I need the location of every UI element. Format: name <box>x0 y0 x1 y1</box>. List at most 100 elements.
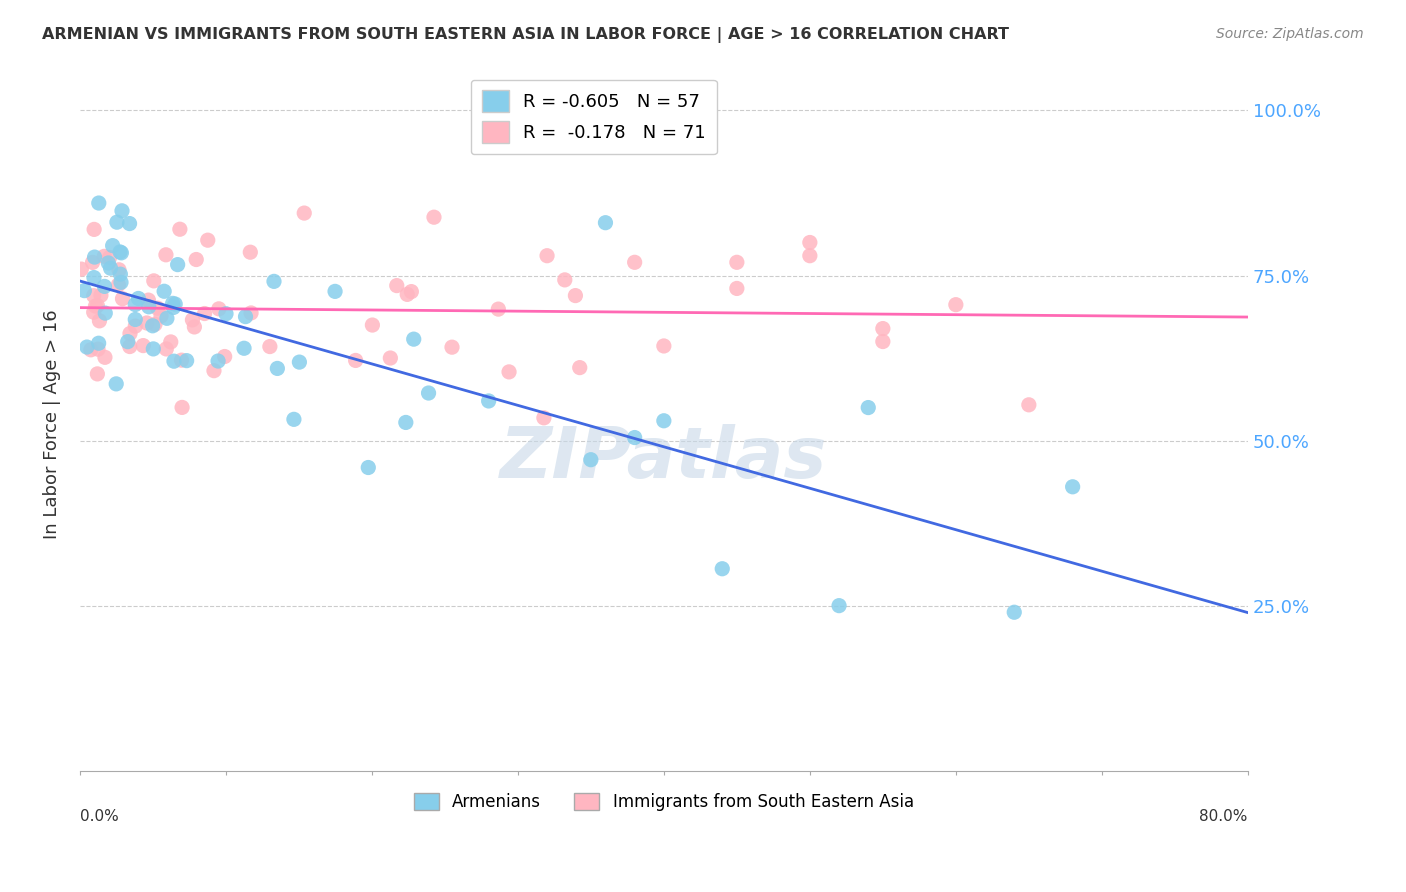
Point <box>93 249 115 263</box>
Point <box>153 285 176 299</box>
Point <box>155 342 177 356</box>
Point <box>150 309 173 323</box>
Point <box>163 354 186 368</box>
Point <box>208 301 231 316</box>
Point <box>554 273 576 287</box>
Point <box>98 251 121 265</box>
Text: 80.0%: 80.0% <box>1199 809 1249 824</box>
Point <box>233 341 256 355</box>
Point <box>183 320 205 334</box>
Point <box>86 367 108 381</box>
Point <box>361 318 384 332</box>
Point <box>193 306 215 320</box>
Point <box>118 339 141 353</box>
Point <box>83 250 105 264</box>
Point <box>440 340 463 354</box>
Point <box>1002 605 1025 619</box>
Point <box>83 288 105 302</box>
Point <box>1018 398 1040 412</box>
Point <box>117 334 139 349</box>
Point <box>828 599 851 613</box>
Point <box>76 340 98 354</box>
Point <box>89 314 111 328</box>
Point <box>401 285 423 299</box>
Point <box>108 262 131 277</box>
Point <box>283 412 305 426</box>
Point <box>536 249 558 263</box>
Point <box>402 332 425 346</box>
Point <box>90 288 112 302</box>
Text: Source: ZipAtlas.com: Source: ZipAtlas.com <box>1216 27 1364 41</box>
Point <box>87 196 110 211</box>
Point <box>344 353 367 368</box>
Point <box>142 318 165 333</box>
Point <box>235 310 257 324</box>
Point <box>110 245 132 260</box>
Point <box>240 306 263 320</box>
Point <box>111 203 134 218</box>
Point <box>202 364 225 378</box>
Point <box>101 238 124 252</box>
Point <box>418 386 440 401</box>
Point <box>80 343 103 357</box>
Point <box>486 302 509 317</box>
Point <box>94 306 117 320</box>
Point <box>138 300 160 314</box>
Point <box>156 311 179 326</box>
Point <box>166 258 188 272</box>
Point <box>263 274 285 288</box>
Point <box>385 278 408 293</box>
Point <box>170 353 193 368</box>
Point <box>84 299 107 313</box>
Point <box>97 256 120 270</box>
Point <box>143 318 166 332</box>
Point <box>1062 480 1084 494</box>
Point <box>288 355 311 369</box>
Point <box>70 262 93 277</box>
Point <box>159 334 181 349</box>
Point <box>83 305 105 319</box>
Point <box>323 285 346 299</box>
Point <box>711 562 734 576</box>
Point <box>423 210 446 224</box>
Point <box>380 351 402 365</box>
Point <box>124 297 146 311</box>
Text: ARMENIAN VS IMMIGRANTS FROM SOUTH EASTERN ASIA IN LABOR FORCE | AGE > 16 CORRELA: ARMENIAN VS IMMIGRANTS FROM SOUTH EASTER… <box>42 27 1010 43</box>
Point <box>110 267 132 281</box>
Point <box>181 313 204 327</box>
Point <box>105 215 128 229</box>
Point <box>945 298 967 312</box>
Point <box>172 401 194 415</box>
Point <box>142 342 165 356</box>
Point <box>108 244 131 259</box>
Point <box>107 277 129 292</box>
Point <box>568 360 591 375</box>
Point <box>118 326 141 341</box>
Point <box>357 460 380 475</box>
Point <box>725 255 748 269</box>
Point <box>623 255 645 269</box>
Point <box>652 414 675 428</box>
Point <box>155 248 177 262</box>
Point <box>111 292 134 306</box>
Point <box>498 365 520 379</box>
Point <box>259 340 281 354</box>
Point <box>162 301 184 315</box>
Point <box>207 354 229 368</box>
Legend: Armenians, Immigrants from South Eastern Asia: Armenians, Immigrants from South Eastern… <box>408 787 921 818</box>
Point <box>127 292 149 306</box>
Point <box>73 284 96 298</box>
Point <box>214 350 236 364</box>
Point <box>725 281 748 295</box>
Point <box>872 334 894 349</box>
Point <box>124 319 146 334</box>
Point <box>132 338 155 352</box>
Point <box>83 222 105 236</box>
Point <box>395 416 418 430</box>
Point <box>146 301 169 316</box>
Point <box>239 245 262 260</box>
Point <box>858 401 880 415</box>
Point <box>165 297 187 311</box>
Point <box>124 312 146 326</box>
Point <box>186 252 208 267</box>
